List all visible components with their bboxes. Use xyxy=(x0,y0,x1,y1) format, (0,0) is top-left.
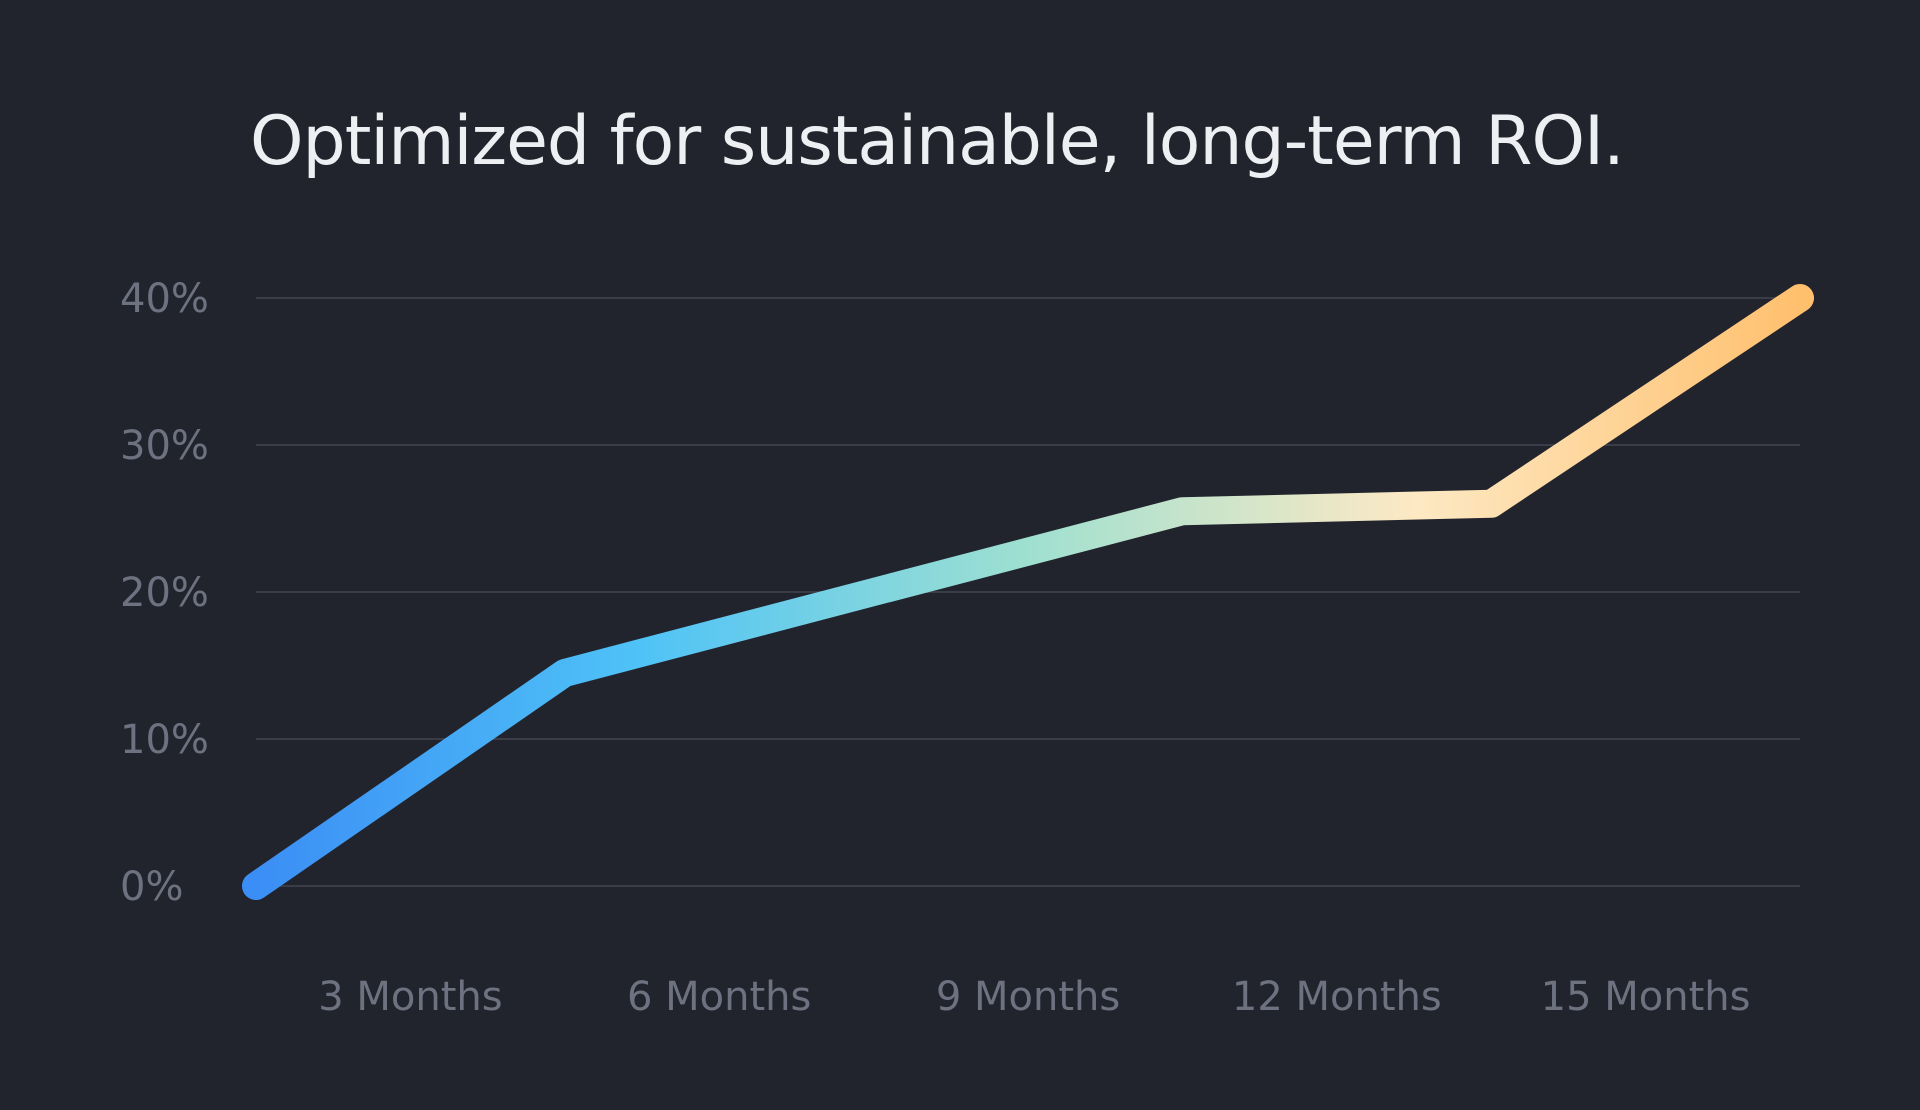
y-tick-label: 20% xyxy=(120,570,209,616)
y-tick-label: 0% xyxy=(120,864,183,910)
x-tick-label: 3 Months xyxy=(318,974,502,1020)
y-tick-label: 30% xyxy=(120,423,209,469)
x-tick-label: 15 Months xyxy=(1541,974,1751,1020)
series-line xyxy=(242,284,1814,900)
y-tick-label: 40% xyxy=(120,276,209,322)
x-tick-label: 12 Months xyxy=(1232,974,1442,1020)
y-tick-label: 10% xyxy=(120,717,209,763)
x-tick-label: 9 Months xyxy=(936,974,1120,1020)
chart-title: Optimized for sustainable, long-term ROI… xyxy=(250,102,1625,181)
x-tick-label: 6 Months xyxy=(627,974,811,1020)
